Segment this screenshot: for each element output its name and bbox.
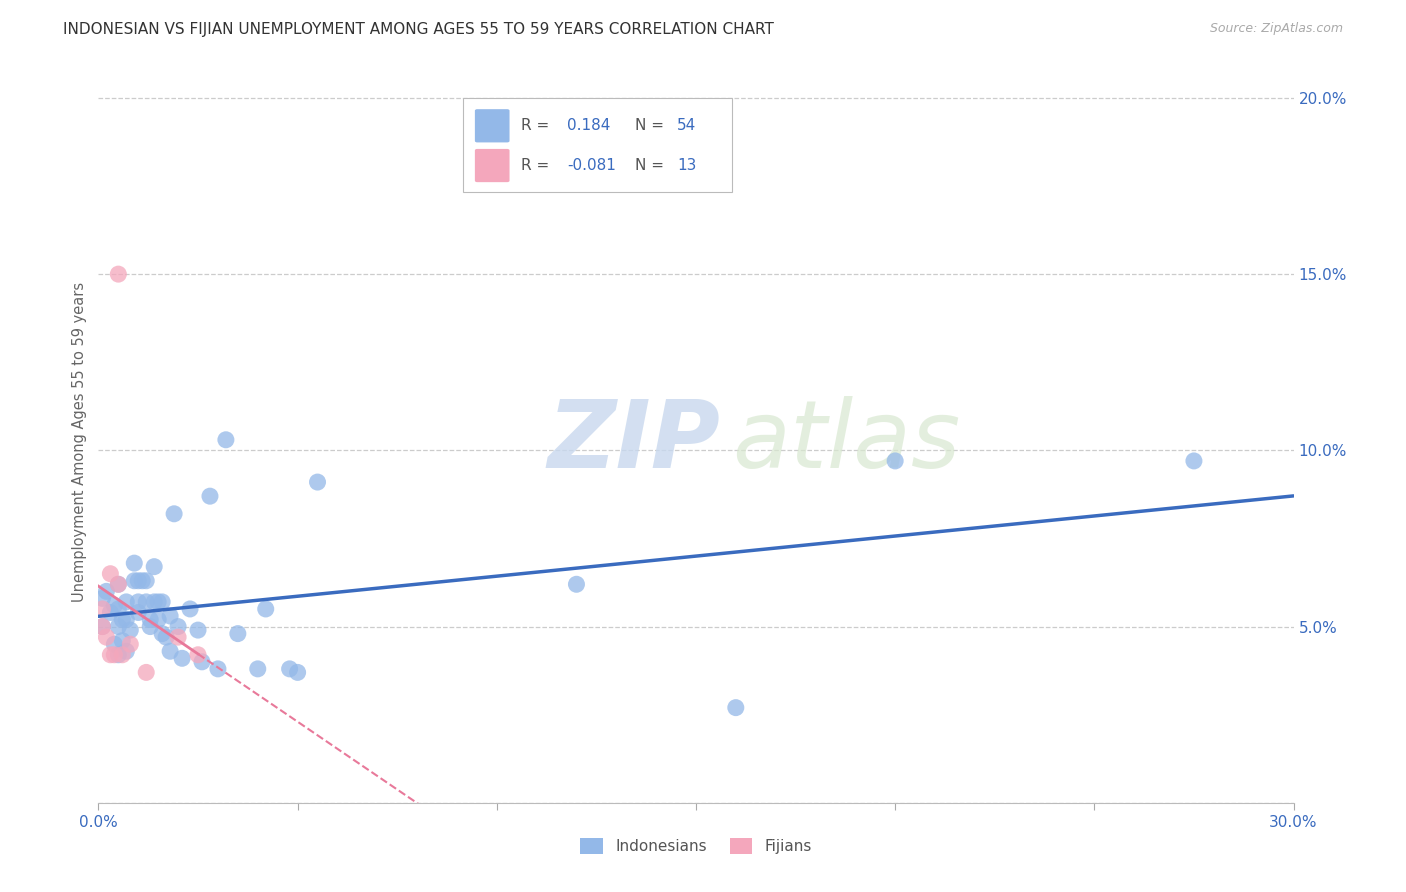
Text: INDONESIAN VS FIJIAN UNEMPLOYMENT AMONG AGES 55 TO 59 YEARS CORRELATION CHART: INDONESIAN VS FIJIAN UNEMPLOYMENT AMONG … bbox=[63, 22, 775, 37]
Point bbox=[172, 651, 194, 665]
FancyBboxPatch shape bbox=[475, 149, 509, 182]
Text: Source: ZipAtlas.com: Source: ZipAtlas.com bbox=[1209, 22, 1343, 36]
Point bbox=[107, 602, 129, 616]
Point bbox=[98, 648, 122, 662]
Text: atlas: atlas bbox=[733, 396, 960, 487]
Point bbox=[159, 609, 181, 624]
Point bbox=[127, 574, 149, 588]
Point bbox=[98, 566, 122, 581]
Point bbox=[131, 574, 153, 588]
Point bbox=[127, 606, 149, 620]
Point bbox=[148, 613, 170, 627]
Point bbox=[207, 662, 229, 676]
Point bbox=[226, 626, 249, 640]
Point bbox=[163, 507, 186, 521]
Legend: Indonesians, Fijians: Indonesians, Fijians bbox=[574, 832, 818, 860]
Point bbox=[139, 619, 162, 633]
Point bbox=[120, 623, 142, 637]
Text: 54: 54 bbox=[676, 119, 696, 133]
Text: 0.184: 0.184 bbox=[567, 119, 610, 133]
Point bbox=[565, 577, 588, 591]
Point bbox=[96, 584, 118, 599]
Point bbox=[91, 602, 114, 616]
Point bbox=[135, 574, 157, 588]
Point bbox=[150, 595, 173, 609]
Text: ZIP: ZIP bbox=[547, 395, 720, 488]
Point bbox=[107, 619, 129, 633]
Point bbox=[103, 648, 125, 662]
Text: 13: 13 bbox=[676, 158, 696, 173]
Point bbox=[96, 630, 118, 644]
Point bbox=[724, 700, 747, 714]
Text: -0.081: -0.081 bbox=[567, 158, 616, 173]
Point bbox=[187, 623, 209, 637]
Point bbox=[120, 637, 142, 651]
Point bbox=[143, 559, 166, 574]
Point bbox=[148, 595, 170, 609]
Point bbox=[135, 665, 157, 680]
Point bbox=[191, 655, 214, 669]
Point bbox=[254, 602, 277, 616]
Point bbox=[278, 662, 301, 676]
Point bbox=[155, 630, 177, 644]
Point bbox=[884, 454, 907, 468]
Point bbox=[103, 599, 125, 613]
Point bbox=[307, 475, 329, 489]
Point bbox=[107, 648, 129, 662]
Point bbox=[124, 556, 146, 570]
Y-axis label: Unemployment Among Ages 55 to 59 years: Unemployment Among Ages 55 to 59 years bbox=[72, 282, 87, 601]
Point bbox=[111, 633, 134, 648]
Point bbox=[107, 577, 129, 591]
Point bbox=[215, 433, 238, 447]
Point bbox=[198, 489, 221, 503]
Point bbox=[91, 619, 114, 633]
Point bbox=[287, 665, 309, 680]
Point bbox=[91, 591, 114, 606]
Point bbox=[111, 613, 134, 627]
Point bbox=[107, 267, 129, 281]
Text: R =: R = bbox=[522, 119, 550, 133]
Point bbox=[103, 637, 125, 651]
Point bbox=[246, 662, 269, 676]
Text: R =: R = bbox=[522, 158, 550, 173]
Point bbox=[159, 644, 181, 658]
Point bbox=[179, 602, 201, 616]
Point bbox=[115, 595, 138, 609]
Point bbox=[111, 648, 134, 662]
Text: N =: N = bbox=[636, 119, 664, 133]
Point bbox=[135, 595, 157, 609]
Point bbox=[127, 595, 149, 609]
Point bbox=[143, 595, 166, 609]
Point bbox=[139, 613, 162, 627]
Point bbox=[115, 644, 138, 658]
Point bbox=[167, 619, 190, 633]
Point bbox=[91, 619, 114, 633]
Point bbox=[124, 574, 146, 588]
Point bbox=[187, 648, 209, 662]
FancyBboxPatch shape bbox=[463, 98, 733, 193]
Point bbox=[98, 606, 122, 620]
Point bbox=[167, 630, 190, 644]
Point bbox=[115, 613, 138, 627]
FancyBboxPatch shape bbox=[475, 109, 509, 143]
Point bbox=[107, 577, 129, 591]
Point bbox=[150, 626, 173, 640]
Point bbox=[1182, 454, 1205, 468]
Text: N =: N = bbox=[636, 158, 664, 173]
